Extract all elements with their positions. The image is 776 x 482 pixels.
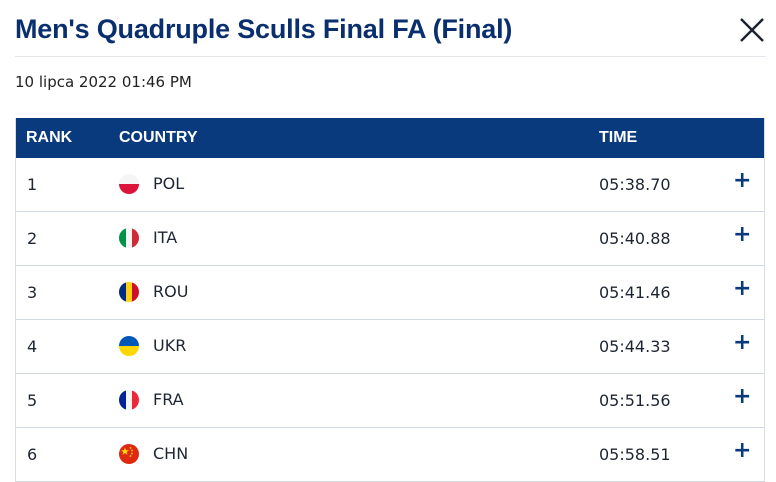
table-row[interactable]: 1 POL 05:38.70 + [16, 158, 764, 212]
flag-rou-icon [119, 282, 139, 302]
divider [15, 56, 766, 57]
country-cell: POL [153, 174, 185, 193]
close-icon [740, 18, 764, 42]
expand-button[interactable]: + [733, 222, 752, 247]
expand-button[interactable]: + [733, 330, 752, 355]
event-datetime: 10 lipca 2022 01:46 PM [15, 73, 192, 91]
time-cell: 05:58.51 [599, 445, 671, 464]
column-header-time: TIME [599, 129, 638, 146]
flag-ukr-icon [119, 336, 139, 356]
column-header-country: COUNTRY [119, 129, 198, 146]
table-row[interactable]: 2 ITA 05:40.88 + [16, 212, 764, 266]
time-cell: 05:38.70 [599, 175, 671, 194]
country-cell: UKR [153, 336, 187, 355]
time-cell: 05:41.46 [599, 283, 671, 302]
rank-cell: 6 [27, 445, 38, 464]
rank-cell: 3 [27, 283, 38, 302]
country-cell: CHN [153, 444, 189, 463]
rank-cell: 5 [27, 391, 38, 410]
expand-button[interactable]: + [733, 168, 752, 193]
time-cell: 05:40.88 [599, 229, 671, 248]
table-row[interactable]: 4 UKR 05:44.33 + [16, 320, 764, 374]
expand-button[interactable]: + [733, 276, 752, 301]
expand-button[interactable]: + [733, 438, 752, 463]
rank-cell: 4 [27, 337, 38, 356]
flag-ita-icon [119, 228, 139, 248]
table-header: RANK COUNTRY TIME [16, 118, 764, 158]
close-button[interactable] [736, 14, 768, 46]
time-cell: 05:51.56 [599, 391, 671, 410]
page-title: Men's Quadruple Sculls Final FA (Final) [15, 14, 513, 44]
table-row[interactable]: 3 ROU 05:41.46 + [16, 266, 764, 320]
country-cell: ROU [153, 282, 189, 301]
rank-cell: 1 [27, 175, 38, 194]
expand-button[interactable]: + [733, 384, 752, 409]
flag-pol-icon [119, 174, 139, 194]
flag-fra-icon [119, 390, 139, 410]
column-header-rank: RANK [26, 129, 73, 146]
rank-cell: 2 [27, 229, 38, 248]
results-table: RANK COUNTRY TIME 1 POL 05:38.70 + 2 ITA… [15, 118, 765, 482]
country-cell: ITA [153, 228, 178, 247]
table-row[interactable]: 6 CHN 05:58.51 + [16, 428, 764, 482]
country-cell: FRA [153, 390, 184, 409]
time-cell: 05:44.33 [599, 337, 671, 356]
table-row[interactable]: 5 FRA 05:51.56 + [16, 374, 764, 428]
flag-chn-icon [119, 444, 139, 464]
